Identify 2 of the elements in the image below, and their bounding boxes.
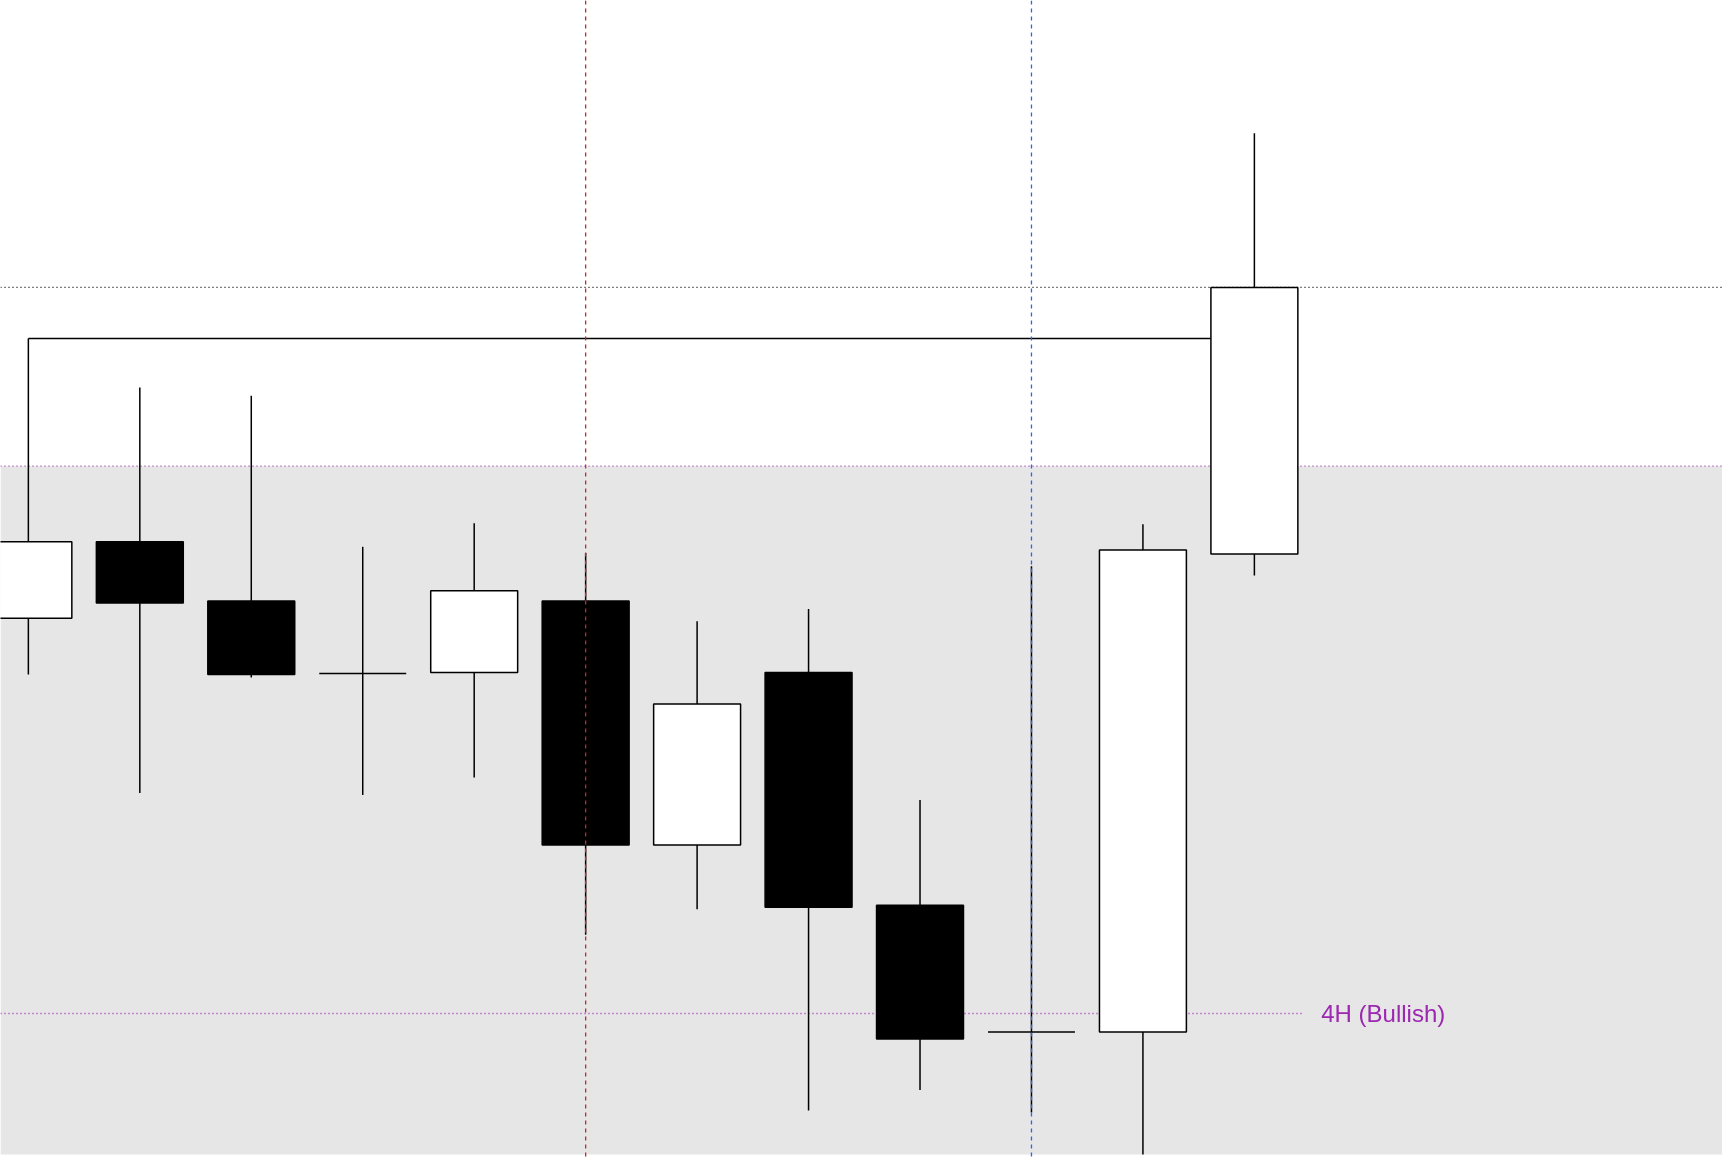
ref-line-label: 4H (Bullish) (1321, 999, 1446, 1027)
candlestick (318, 546, 407, 796)
